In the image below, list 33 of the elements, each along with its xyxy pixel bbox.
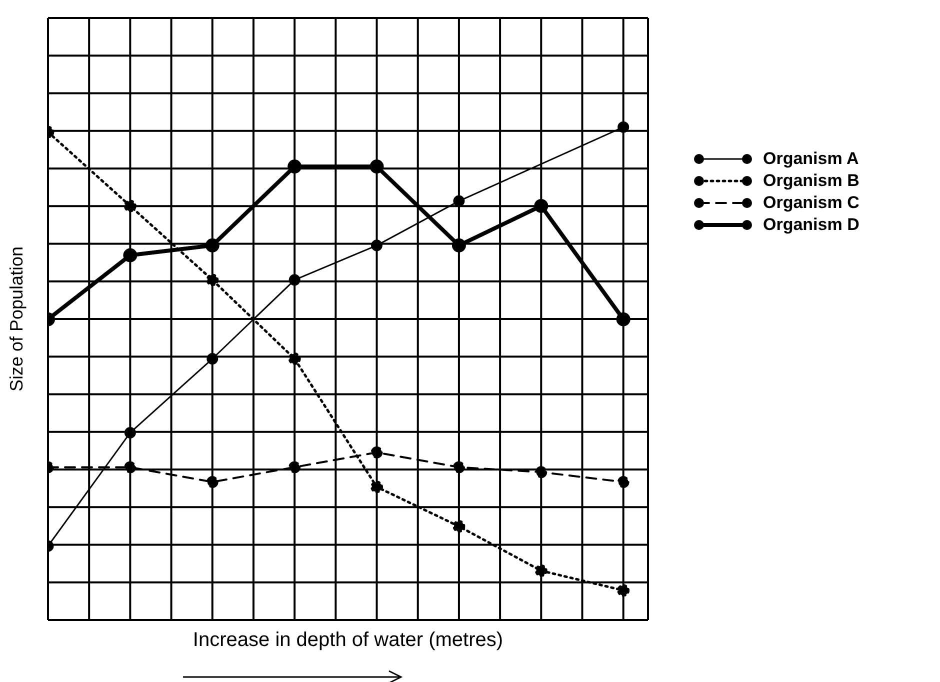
point [534,564,548,577]
legend-label: Organism B [763,171,860,191]
point [124,200,136,212]
point [535,466,548,478]
point [534,198,548,213]
point [288,461,301,474]
point [206,476,218,488]
point [124,426,136,438]
point [370,446,383,458]
point [205,238,220,252]
point [371,240,383,252]
point [288,352,301,366]
point [452,461,465,474]
legend-label: Organism C [763,193,860,213]
point [370,480,384,494]
point [618,121,630,133]
point [123,248,138,262]
point [288,274,300,286]
point [617,476,630,488]
point [124,461,136,474]
point [288,160,302,174]
point [452,520,466,533]
legend-label: Organism D [763,215,860,235]
point [453,195,465,207]
y-axis-title: Size of Population [6,246,26,392]
point [616,312,630,326]
point [206,353,218,365]
x-axis-title: Increase in depth of water (metres) [192,629,504,652]
point [617,584,630,597]
point [452,238,466,252]
legend-label: Organism A [763,149,859,169]
point [206,274,219,286]
point [370,160,384,174]
